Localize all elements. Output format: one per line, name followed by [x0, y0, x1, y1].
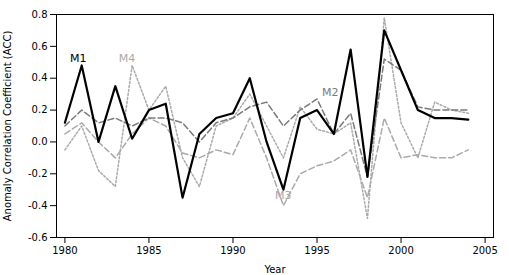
- svg-text:1995: 1995: [304, 245, 329, 256]
- svg-text:2000: 2000: [388, 245, 413, 256]
- svg-text:1990: 1990: [220, 245, 245, 256]
- svg-text:-0.4: -0.4: [28, 200, 48, 211]
- svg-text:0.2: 0.2: [32, 104, 48, 115]
- svg-text:M3: M3: [275, 189, 292, 202]
- svg-text:-0.2: -0.2: [28, 168, 48, 179]
- svg-text:0.4: 0.4: [32, 72, 48, 83]
- svg-text:0.8: 0.8: [32, 9, 48, 20]
- svg-text:Anomaly Correlation Coefficien: Anomaly Correlation Coefficient (ACC): [2, 31, 13, 222]
- svg-text:M1: M1: [70, 52, 87, 65]
- svg-text:0.6: 0.6: [32, 41, 48, 52]
- svg-text:1980: 1980: [52, 245, 77, 256]
- svg-text:Year: Year: [263, 264, 286, 275]
- svg-text:1985: 1985: [136, 245, 161, 256]
- svg-text:0.0: 0.0: [32, 136, 48, 147]
- svg-text:M2: M2: [322, 86, 339, 99]
- svg-text:-0.6: -0.6: [28, 232, 48, 243]
- svg-text:M4: M4: [119, 52, 136, 65]
- svg-text:2005: 2005: [472, 245, 497, 256]
